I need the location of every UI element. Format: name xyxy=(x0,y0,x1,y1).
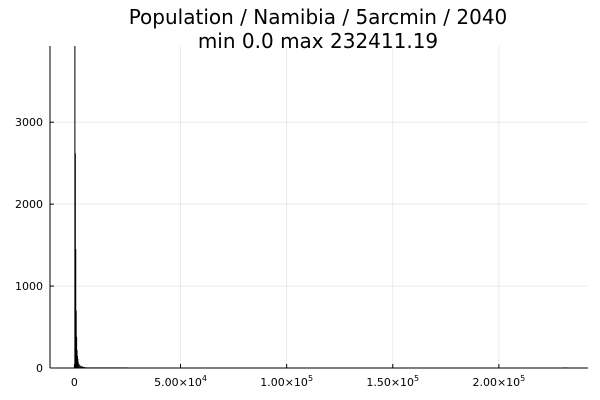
grid-layer xyxy=(50,46,588,369)
y-tick-label: 0 xyxy=(36,362,43,375)
x-tick-label: 1.50×105 xyxy=(366,374,419,389)
x-tick-label: 2.00×105 xyxy=(472,374,525,389)
tick-layer: 0 5.00×104 1.00×105 1.50×105 2.00×105 0 1000 20… xyxy=(15,116,525,389)
bar-layer xyxy=(74,46,568,368)
histogram-bar xyxy=(78,364,80,368)
x-tick-label: 5.00×104 xyxy=(154,374,207,389)
histogram-bar xyxy=(80,366,83,368)
chart-title-line-1: Population / Namibia / 5arcmin / 2040 xyxy=(129,5,508,29)
axis-layer xyxy=(49,46,588,369)
y-tick-label: 3000 xyxy=(15,116,43,129)
histogram-bar xyxy=(77,362,79,368)
chart-title-line-2: min 0.0 max 232411.19 xyxy=(198,29,438,53)
histogram-bar xyxy=(79,365,81,368)
y-tick-label: 1000 xyxy=(15,280,43,293)
x-tick-label: 0 xyxy=(71,376,78,389)
histogram-bar xyxy=(75,249,77,368)
y-tick-label: 2000 xyxy=(15,198,43,211)
x-tick-label: 1.00×105 xyxy=(260,374,313,389)
